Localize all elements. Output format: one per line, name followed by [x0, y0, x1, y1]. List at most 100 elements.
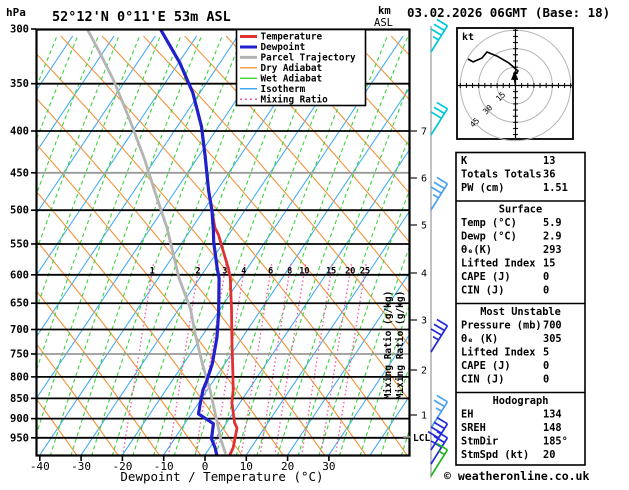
pressure-tick-label: 450	[10, 167, 29, 179]
mixing-ratio-value-label: 25	[360, 267, 370, 277]
pressure-tick-label: 600	[10, 269, 29, 281]
wind-barb-column	[427, 18, 449, 478]
pressure-tick-label: 400	[10, 126, 29, 138]
table-row-label: PW (cm)	[461, 182, 504, 194]
table-row-value: 148	[543, 422, 562, 434]
wind-barb	[430, 318, 449, 353]
table-row-label: Lifted Index	[461, 347, 535, 359]
mixing-ratio-value-label: 20	[345, 267, 355, 277]
mixing-ratio-line	[122, 263, 154, 456]
table-row-label: CIN (J)	[461, 374, 504, 386]
table-row-label: K	[461, 155, 468, 167]
lcl-label: LCL	[413, 433, 430, 444]
temperature-tick-label: 10	[240, 460, 253, 473]
altitude-tick-label: 2	[421, 366, 427, 377]
legend-label: Wet Adiabat	[261, 74, 323, 85]
mixing-ratio-value-label: 6	[268, 267, 273, 277]
table-row-label: θₑ (K)	[461, 333, 498, 345]
table-section-header: Most Unstable	[480, 306, 561, 318]
table-row-value: 20	[543, 449, 555, 461]
table-section-header: Surface	[499, 204, 542, 216]
altitude-tick-label: 7	[421, 127, 427, 138]
mixing-ratio-value-label: 3	[222, 267, 227, 277]
x-axis-label: Dewpoint / Temperature (°C)	[120, 469, 323, 484]
table-row-value: 134	[543, 409, 562, 421]
temperature-tick-label: -40	[30, 460, 50, 473]
table-row-label: Totals Totals	[461, 169, 542, 181]
pressure-tick-label: 650	[10, 298, 29, 310]
legend-label: Parcel Trajectory	[261, 53, 357, 64]
pressure-tick-label: 300	[10, 24, 29, 36]
parcel-trajectory-curve	[85, 29, 227, 455]
mixing-ratio-value-label: 15	[326, 267, 336, 277]
pressure-tick-label: 800	[10, 371, 29, 383]
mixing-ratio-lines: 1 2 3 4 6 8 10 15 20 25	[122, 263, 370, 456]
table-row-value: 700	[543, 320, 562, 332]
table-row-value: 5	[543, 347, 549, 359]
table-row-value: 293	[543, 244, 562, 256]
altitude-tick-label: 3	[421, 316, 427, 327]
wind-barb	[430, 101, 449, 136]
pressure-tick-label: 850	[10, 393, 29, 405]
mixing-ratio-line	[194, 263, 227, 456]
altitude-tick-label: 6	[421, 174, 427, 185]
page-title: 52°12'N 0°11'E 53m ASL	[52, 9, 231, 25]
altitude-tick-label: 5	[421, 221, 427, 232]
table-row-label: EH	[461, 409, 473, 421]
legend-label: Dry Adiabat	[261, 63, 323, 74]
table-row-value: 13	[543, 155, 555, 167]
temperature-tick-label: -20	[112, 460, 132, 473]
pressure-tick-label: 350	[10, 78, 29, 90]
mixing-ratio-axis-label: Mixing Ratio (g/kg)	[395, 291, 406, 400]
table-row-label: Temp (°C)	[461, 217, 517, 229]
alt-unit-km-label: km	[378, 5, 391, 17]
table-row-value: 0	[543, 271, 549, 283]
table-row-value: 185°	[543, 436, 568, 448]
legend-label: Temperature	[261, 32, 323, 43]
wind-barb	[430, 18, 449, 53]
wind-barb	[430, 394, 449, 429]
table-row-value: 15	[543, 258, 555, 270]
legend-label: Mixing Ratio	[261, 94, 329, 105]
mixing-ratio-value-label: 10	[299, 267, 309, 277]
table-row-label: CAPE (J)	[461, 360, 511, 372]
sounding-curves	[85, 29, 239, 456]
hodograph-trace-arrow	[511, 71, 518, 80]
table-row-value: 0	[543, 360, 549, 372]
pressure-tick-label: 500	[10, 205, 29, 217]
temperature-tick-label: -30	[71, 460, 91, 473]
temperature-tick-label: -10	[154, 460, 174, 473]
table-row-value: 2.9	[543, 231, 562, 243]
pressure-unit-label: hPa	[6, 6, 26, 19]
temperature-tick-label: 0	[202, 460, 209, 473]
table-row-label: CIN (J)	[461, 285, 504, 297]
pressure-tick-label: 900	[10, 413, 29, 425]
mixing-ratio-value-label: 2	[195, 267, 200, 277]
legend-label: Isotherm	[261, 84, 306, 95]
legend-label: Dewpoint	[261, 42, 306, 53]
pressure-tick-label: 950	[10, 432, 29, 444]
hodograph-unit-label: kt	[462, 32, 474, 43]
table-row-value: 0	[543, 285, 549, 297]
mixing-ratio-axis-label-pink: Mixing Ratio (g/kg)	[383, 291, 394, 400]
table-section-header: Hodograph	[493, 395, 549, 407]
table-row-label: Lifted Index	[461, 258, 535, 270]
table-row-value: 305	[543, 333, 562, 345]
table-row-value: 0	[543, 374, 549, 386]
pressure-tick-label: 750	[10, 348, 29, 360]
axis-ticks-and-labels: 3003504004505005506006507007508008509009…	[10, 24, 427, 474]
wind-barb	[430, 176, 449, 211]
temperature-tick-label: 20	[281, 460, 294, 473]
pressure-gridlines	[36, 82, 410, 439]
table-row-label: StmDir	[461, 436, 498, 448]
pressure-tick-label: 700	[10, 324, 29, 336]
table-row-label: θₑ(K)	[461, 244, 492, 256]
table-row-label: CAPE (J)	[461, 271, 511, 283]
table-row-value: 36	[543, 169, 555, 181]
pressure-tick-label: 550	[10, 238, 29, 250]
